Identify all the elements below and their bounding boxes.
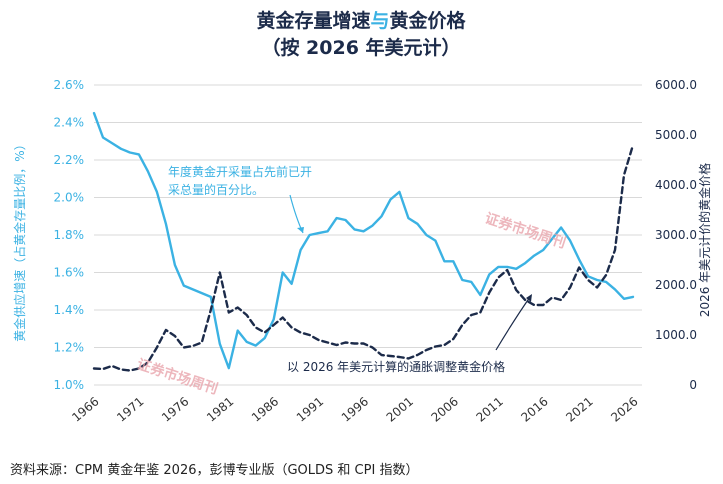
watermark-2: 证券市场周刊 [135,356,220,398]
supply-note-line1: 年度黄金开采量占先前已开 [168,164,312,179]
right-tick-label: 4000.0 [655,178,697,192]
title-part-a: 黄金存量增速 [256,9,370,32]
left-axis-title: 黄金供应增速（占黄金存量比例，%） [12,138,27,341]
supply-growth-line [92,111,635,370]
x-tick-label: 2026 [608,394,640,424]
x-tick-label: 1971 [114,394,146,424]
supply-note-arrowhead [297,227,304,233]
supply-note-arrow [289,194,304,234]
x-tick-label: 2016 [518,394,550,424]
x-tick-label: 1991 [294,394,326,424]
chart-title-line1: 黄金存量增速与黄金价格 [256,9,466,32]
left-tick-label: 1.2% [54,341,85,355]
x-tick-label: 2001 [384,394,416,424]
x-tick-label: 1966 [69,394,101,424]
right-tick-label: 5000.0 [655,128,697,142]
right-tick-label: 6000.0 [655,78,697,92]
x-axis-ticks: 1966 1971 1976 1981 1986 1991 1996 2001 2006 2011… [69,394,640,424]
right-tick-label: 1000.0 [655,328,697,342]
left-tick-label: 2.2% [54,153,85,167]
right-tick-label: 2000.0 [655,278,697,292]
x-tick-label: 2006 [429,394,461,424]
left-axis-ticks: 1.0% 1.2% 1.4% 1.6% 1.8% 2.0% 2.2% 2.4% 2.6% [54,78,85,392]
right-axis-ticks: 0 1000.0 2000.0 3000.0 4000.0 5000.0 6000.0 [655,78,697,392]
left-tick-label: 1.4% [54,303,85,317]
x-tick-label: 1976 [159,394,191,424]
right-tick-label: 0 [689,378,697,392]
x-tick-label: 2011 [474,394,506,424]
x-tick-label: 1996 [339,394,371,424]
chart-title-line2: （按 2026 年美元计） [261,36,460,59]
right-axis-title: 2026 年美元计价的黄金价格 [697,163,712,317]
price-note: 以 2026 年美元计算的通胀调整黄金价格 [287,359,505,374]
left-tick-label: 2.4% [54,116,85,130]
price-note-arrow [495,296,531,351]
left-tick-label: 1.6% [54,266,85,280]
watermark-1: 证券市场周刊 [483,210,568,252]
gold-price-line [92,143,635,372]
title-part-b: 与 [370,10,389,32]
x-tick-label: 2021 [563,394,595,424]
price-note-arrowhead [526,294,532,302]
left-tick-label: 2.6% [54,78,85,92]
series-group [92,111,635,372]
x-tick-label: 1986 [249,394,281,424]
x-tick-label: 1981 [204,394,236,424]
left-tick-label: 1.0% [54,378,85,392]
right-tick-label: 3000.0 [655,228,697,242]
supply-note-line2: 采总量的百分比。 [168,182,264,197]
left-tick-label: 1.8% [54,228,85,242]
title-part-c: 黄金价格 [390,9,467,32]
source-note: 资料来源：CPM 黄金年鉴 2026，彭博专业版（GOLDS 和 CPI 指数） [10,463,419,478]
left-tick-label: 2.0% [54,191,85,205]
